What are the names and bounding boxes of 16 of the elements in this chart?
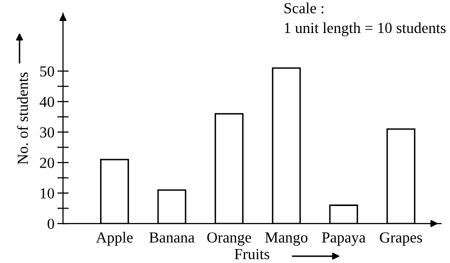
y-tick-label: 50 — [40, 66, 54, 77]
annotation: 1 unit length = 10 students — [284, 22, 446, 36]
x-tick-label: Papaya — [322, 232, 366, 246]
y-tick-label: 0 — [48, 218, 54, 229]
y-tick-label: 40 — [40, 96, 54, 108]
x-tick-label: Apple — [96, 232, 133, 246]
x-tick-label: Grapes — [380, 232, 422, 246]
annotation: Scale : — [284, 2, 324, 14]
x-tick-label: Mango — [265, 232, 308, 246]
y-tick-label: 30 — [40, 127, 54, 138]
x-axis-title: Fruits — [234, 249, 270, 260]
x-tick-label: Orange — [207, 232, 252, 246]
y-axis-title: No. of students — [17, 72, 28, 164]
x-tick-label: Banana — [149, 232, 195, 243]
y-tick-label: 20 — [40, 158, 54, 168]
y-tick-label: 10 — [40, 188, 54, 199]
